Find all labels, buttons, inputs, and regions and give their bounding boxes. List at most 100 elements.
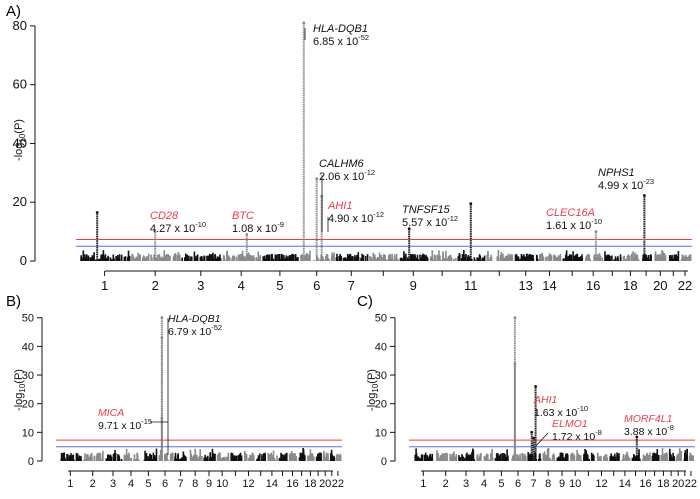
data-point: [84, 258, 86, 261]
data-point: [84, 458, 86, 461]
data-point: [138, 256, 140, 261]
data-point: [219, 259, 221, 261]
data-point: [587, 454, 589, 461]
data-point: [388, 255, 390, 261]
data-point: [623, 255, 625, 261]
data-point: [568, 256, 570, 261]
data-point: [511, 257, 514, 261]
data-point: [221, 457, 223, 461]
y-tick-label: 50: [22, 313, 34, 325]
data-point: [457, 256, 460, 261]
data-point: [593, 257, 596, 261]
data-point: [144, 259, 147, 261]
data-point: [390, 257, 393, 261]
x-tick-label: 2: [152, 278, 159, 293]
data-point: [178, 459, 181, 461]
data-point: [261, 456, 263, 461]
data-point: [330, 453, 332, 461]
data-point: [166, 257, 168, 261]
peak-top: [513, 316, 517, 320]
y-tick-label: 20: [22, 399, 34, 411]
data-point: [293, 456, 296, 461]
data-point: [338, 255, 340, 261]
peak-top: [643, 194, 646, 197]
data-point: [444, 258, 446, 261]
x-tick-label: 16: [639, 478, 651, 490]
data-point: [437, 459, 439, 461]
data-point: [172, 453, 174, 461]
data-point: [596, 257, 599, 261]
data-point: [263, 255, 266, 261]
data-point: [445, 256, 447, 261]
data-point: [676, 255, 678, 261]
data-point: [257, 251, 260, 261]
data-point: [372, 255, 375, 261]
x-tick-label: 14: [266, 478, 278, 490]
data-point: [483, 255, 486, 261]
data-point: [335, 456, 338, 461]
data-point: [241, 253, 244, 261]
data-point: [280, 257, 282, 261]
data-point: [443, 456, 445, 461]
data-point: [515, 254, 518, 261]
data-point: [610, 455, 612, 461]
peak-top: [534, 385, 537, 388]
data-point: [309, 449, 312, 461]
data-point: [252, 453, 254, 461]
data-point: [532, 254, 534, 261]
data-point: [473, 257, 476, 261]
x-tick-label: 3: [197, 278, 204, 293]
data-point: [433, 259, 435, 261]
data-point: [487, 454, 489, 461]
data-point: [443, 258, 445, 261]
annotation-pvalue: 5.57 x 10-12: [402, 214, 458, 229]
data-point: [261, 458, 263, 461]
data-point: [517, 457, 520, 461]
data-point: [240, 455, 243, 461]
data-point: [376, 259, 379, 261]
data-point: [526, 257, 528, 261]
data-point: [299, 452, 302, 461]
data-point: [611, 255, 613, 261]
data-point: [307, 459, 310, 461]
data-point: [661, 252, 664, 261]
data-point: [630, 253, 633, 261]
data-point: [565, 453, 567, 461]
data-point: [307, 254, 309, 261]
x-tick-label: 4: [238, 278, 245, 293]
data-point: [691, 458, 694, 461]
data-point: [269, 454, 272, 461]
data-point: [307, 456, 310, 461]
data-point: [404, 257, 406, 261]
data-point: [177, 453, 179, 461]
data-point: [246, 254, 248, 261]
data-point: [472, 450, 475, 461]
data-point: [677, 251, 680, 261]
data-point: [143, 459, 146, 461]
data-point: [648, 258, 650, 261]
data-point: [287, 256, 289, 261]
data-point: [476, 454, 479, 461]
data-point: [495, 453, 498, 461]
data-point: [289, 256, 291, 261]
data-point: [342, 257, 345, 261]
data-point: [579, 455, 582, 461]
data-point: [107, 454, 110, 461]
data-point: [666, 457, 668, 461]
data-point: [292, 254, 295, 261]
data-point: [511, 458, 513, 461]
x-tick-label: 6: [313, 278, 320, 293]
data-point: [450, 255, 452, 261]
data-point: [251, 255, 253, 261]
data-point: [440, 259, 443, 261]
data-point: [486, 255, 488, 261]
annotation-pvalue: 6.79 x 10-52: [168, 323, 222, 338]
data-point: [486, 453, 488, 461]
data-point: [647, 454, 650, 461]
data-point: [606, 255, 608, 261]
data-point: [538, 454, 541, 461]
data-point: [167, 459, 169, 461]
data-point: [551, 455, 554, 461]
data-point: [226, 250, 228, 261]
